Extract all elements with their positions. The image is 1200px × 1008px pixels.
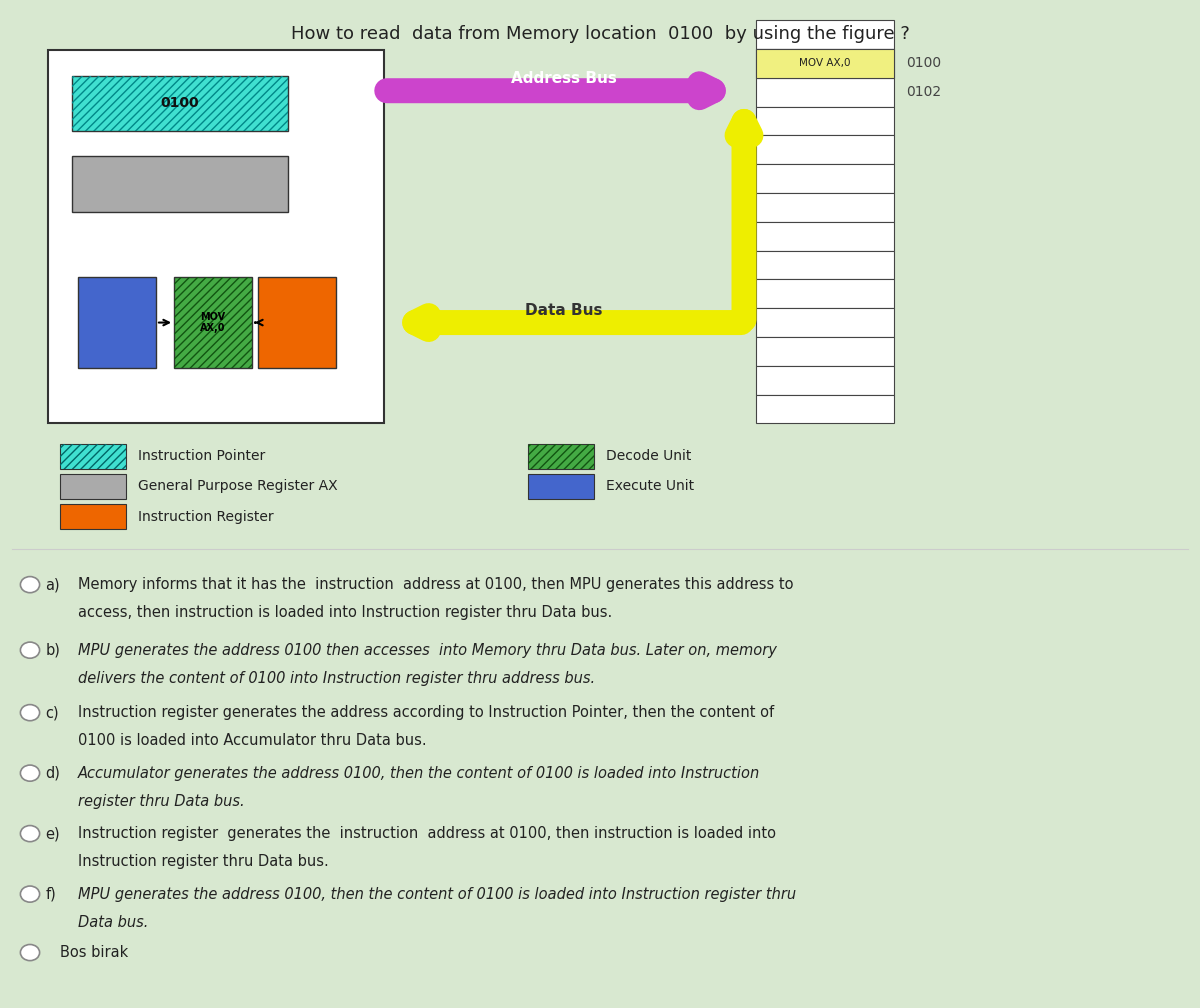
FancyBboxPatch shape	[756, 308, 894, 337]
Text: General Purpose Register AX: General Purpose Register AX	[138, 480, 337, 493]
Text: Accumulator generates the address 0100, then the content of 0100 is loaded into : Accumulator generates the address 0100, …	[78, 766, 761, 780]
FancyBboxPatch shape	[60, 444, 126, 469]
Text: MPU generates the address 0100 then accesses  into Memory thru Data bus. Later o: MPU generates the address 0100 then acce…	[78, 643, 776, 657]
Circle shape	[20, 705, 40, 721]
Text: b): b)	[46, 643, 60, 657]
Text: Memory informs that it has the  instruction  address at 0100, then MPU generates: Memory informs that it has the instructi…	[78, 578, 793, 592]
FancyBboxPatch shape	[756, 337, 894, 366]
Text: d): d)	[46, 766, 60, 780]
Text: f): f)	[46, 887, 56, 901]
FancyBboxPatch shape	[528, 474, 594, 499]
FancyBboxPatch shape	[756, 49, 894, 78]
Text: Instruction register generates the address according to Instruction Pointer, the: Instruction register generates the addre…	[78, 706, 774, 720]
FancyBboxPatch shape	[72, 76, 288, 131]
Text: register thru Data bus.: register thru Data bus.	[78, 794, 245, 808]
FancyBboxPatch shape	[756, 279, 894, 308]
FancyBboxPatch shape	[756, 49, 894, 78]
FancyBboxPatch shape	[756, 78, 894, 107]
Text: e): e)	[46, 827, 60, 841]
Circle shape	[20, 642, 40, 658]
Text: access, then instruction is loaded into Instruction register thru Data bus.: access, then instruction is loaded into …	[78, 606, 612, 620]
Text: Instruction register thru Data bus.: Instruction register thru Data bus.	[78, 855, 329, 869]
Text: a): a)	[46, 578, 60, 592]
FancyBboxPatch shape	[756, 251, 894, 279]
FancyBboxPatch shape	[60, 504, 126, 529]
Text: Data Bus: Data Bus	[526, 302, 602, 318]
FancyBboxPatch shape	[528, 444, 594, 469]
FancyBboxPatch shape	[174, 277, 252, 368]
Circle shape	[20, 765, 40, 781]
Text: Decode Unit: Decode Unit	[606, 450, 691, 463]
Text: Instruction Pointer: Instruction Pointer	[138, 450, 265, 463]
Circle shape	[20, 944, 40, 961]
Text: 0100: 0100	[161, 97, 199, 110]
Text: How to read  data from Memory location  0100  by using the figure ?: How to read data from Memory location 01…	[290, 25, 910, 43]
Text: MPU generates the address 0100, then the content of 0100 is loaded into Instruct: MPU generates the address 0100, then the…	[78, 887, 796, 901]
FancyBboxPatch shape	[756, 222, 894, 251]
Text: Address Bus: Address Bus	[511, 71, 617, 86]
FancyBboxPatch shape	[78, 277, 156, 368]
Text: 0100 is loaded into Accumulator thru Data bus.: 0100 is loaded into Accumulator thru Dat…	[78, 734, 427, 748]
FancyBboxPatch shape	[756, 135, 894, 164]
Circle shape	[20, 886, 40, 902]
FancyBboxPatch shape	[258, 277, 336, 368]
Text: MOV
AX,0: MOV AX,0	[200, 311, 226, 334]
Text: MOV AX,0: MOV AX,0	[799, 58, 851, 69]
Text: c): c)	[46, 706, 59, 720]
Circle shape	[20, 577, 40, 593]
Text: 0100: 0100	[906, 56, 941, 71]
FancyBboxPatch shape	[756, 164, 894, 193]
Text: Instruction Register: Instruction Register	[138, 510, 274, 523]
Circle shape	[20, 826, 40, 842]
FancyBboxPatch shape	[756, 394, 894, 423]
FancyBboxPatch shape	[48, 50, 384, 423]
FancyBboxPatch shape	[72, 156, 288, 212]
FancyBboxPatch shape	[756, 20, 894, 49]
Text: Bos birak: Bos birak	[60, 946, 128, 960]
FancyBboxPatch shape	[756, 107, 894, 135]
FancyBboxPatch shape	[756, 193, 894, 222]
FancyBboxPatch shape	[60, 474, 126, 499]
FancyBboxPatch shape	[756, 366, 894, 394]
Text: 0102: 0102	[906, 85, 941, 99]
Text: Execute Unit: Execute Unit	[606, 480, 694, 493]
Text: Instruction register  generates the  instruction  address at 0100, then instruct: Instruction register generates the instr…	[78, 827, 776, 841]
Text: delivers the content of 0100 into Instruction register thru address bus.: delivers the content of 0100 into Instru…	[78, 671, 595, 685]
Text: Data bus.: Data bus.	[78, 915, 149, 929]
